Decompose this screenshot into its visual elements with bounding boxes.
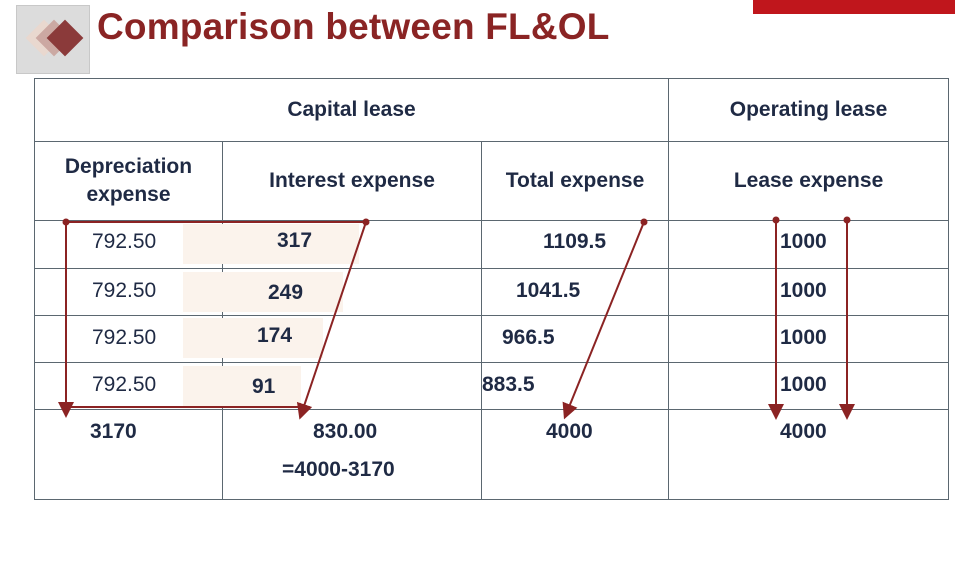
totals-row-tot <box>480 409 670 500</box>
interest-sum-arrow <box>296 221 367 420</box>
row-1-lease: 1000 <box>780 230 827 253</box>
row-1-interest: 317 <box>277 229 313 252</box>
lease-expense-header: Lease expense <box>668 141 950 221</box>
totals-row-int <box>222 409 482 500</box>
row-1-depreciation: 792.50 <box>92 230 157 253</box>
row-4-total: 883.5 <box>482 373 535 396</box>
row-2-depreciation: 792.50 <box>92 279 157 302</box>
total-expense-sum: 4000 <box>546 420 593 443</box>
row-3-total: 966.5 <box>502 326 555 349</box>
total-expense-header: Total expense <box>480 141 670 221</box>
shade-row-3 <box>183 318 323 358</box>
row-4-lease: 1000 <box>780 373 827 396</box>
table-row-3-lease <box>668 315 950 363</box>
shade-row-4 <box>183 366 301 406</box>
operating-lease-header: Operating lease <box>668 78 950 142</box>
row-4-depreciation: 792.50 <box>92 373 157 396</box>
slide-logo <box>16 5 90 74</box>
row-1-total: 1109.5 <box>543 230 607 253</box>
totals-row-lease <box>668 409 950 500</box>
capital-lease-header: Capital lease <box>33 78 670 142</box>
row-3-interest: 174 <box>257 324 293 347</box>
row-2-total: 1041.5 <box>516 279 581 302</box>
table-row-2-lease <box>668 268 950 316</box>
total-sum-arrow <box>562 221 645 420</box>
interest-expense-header: Interest expense <box>222 141 482 221</box>
total-depreciation: 3170 <box>90 420 137 443</box>
total-interest: 830.00 <box>313 420 378 443</box>
total-interest-formula: =4000-3170 <box>282 458 395 481</box>
shade-row-2 <box>183 272 343 312</box>
row-3-lease: 1000 <box>780 326 827 349</box>
row-2-interest: 249 <box>268 281 304 304</box>
row-4-interest: 91 <box>252 375 276 398</box>
totals-row-dep <box>34 409 223 500</box>
slide-title: Comparison between FL&OL <box>97 6 610 47</box>
row-2-lease: 1000 <box>780 279 827 302</box>
total-lease: 4000 <box>780 420 827 443</box>
shade-row-1 <box>183 224 359 264</box>
brand-bar <box>753 0 955 14</box>
comparison-table: Capital lease Operating lease Depreciati… <box>33 78 950 500</box>
table-row-2-tot <box>480 268 670 316</box>
row-3-depreciation: 792.50 <box>92 326 157 349</box>
